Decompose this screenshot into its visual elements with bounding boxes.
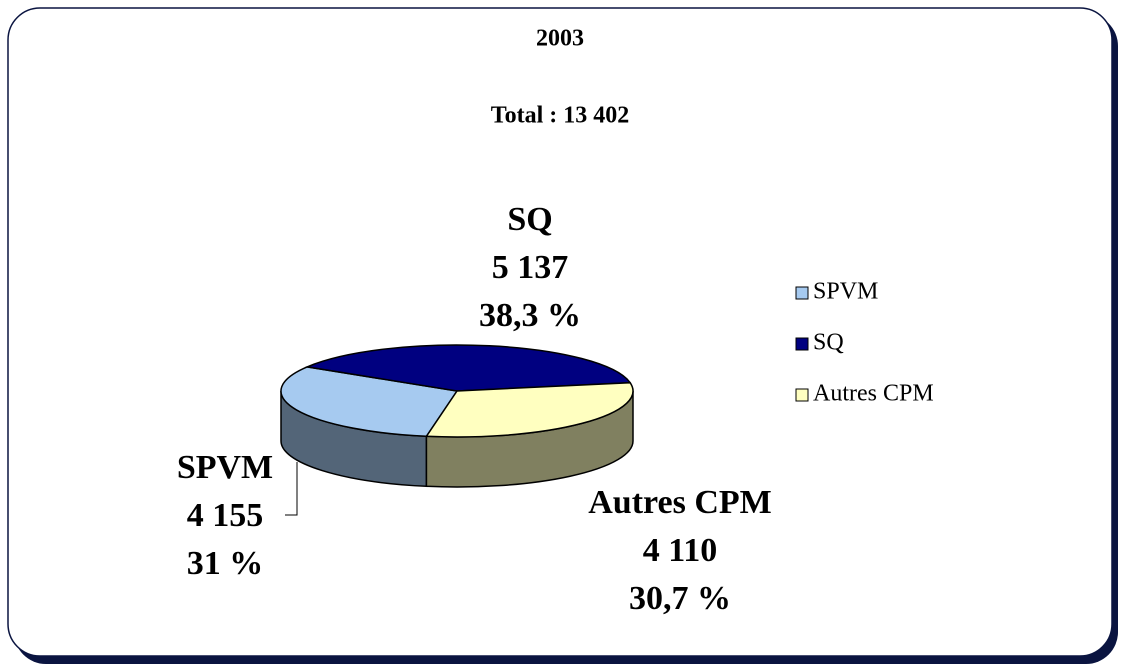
chart-subtitle: Total : 13 402 xyxy=(491,103,629,129)
frame xyxy=(7,7,1113,657)
legend-swatch xyxy=(795,286,809,300)
data-label-value: 5 137 xyxy=(492,249,569,286)
legend-swatch xyxy=(795,337,809,351)
legend-label: SPVM xyxy=(813,279,878,305)
chart-title: 2003 xyxy=(536,26,584,52)
legend-label: Autres CPM xyxy=(813,381,934,407)
leader-line xyxy=(285,462,298,516)
slice xyxy=(304,344,632,392)
legend-label: SQ xyxy=(813,330,844,356)
slice xyxy=(425,381,634,438)
data-label-name: Autres CPM xyxy=(588,484,772,521)
data-label-value: 4 155 xyxy=(187,497,264,534)
data-label-percent: 38,3 % xyxy=(479,297,581,334)
legend-swatch xyxy=(795,388,809,402)
data-label-value: 4 110 xyxy=(643,532,718,569)
data-label-name: SPVM xyxy=(177,449,273,486)
data-label-percent: 30,7 % xyxy=(629,580,731,617)
data-label-name: SQ xyxy=(507,201,552,238)
data-label-percent: 31 % xyxy=(187,545,264,582)
